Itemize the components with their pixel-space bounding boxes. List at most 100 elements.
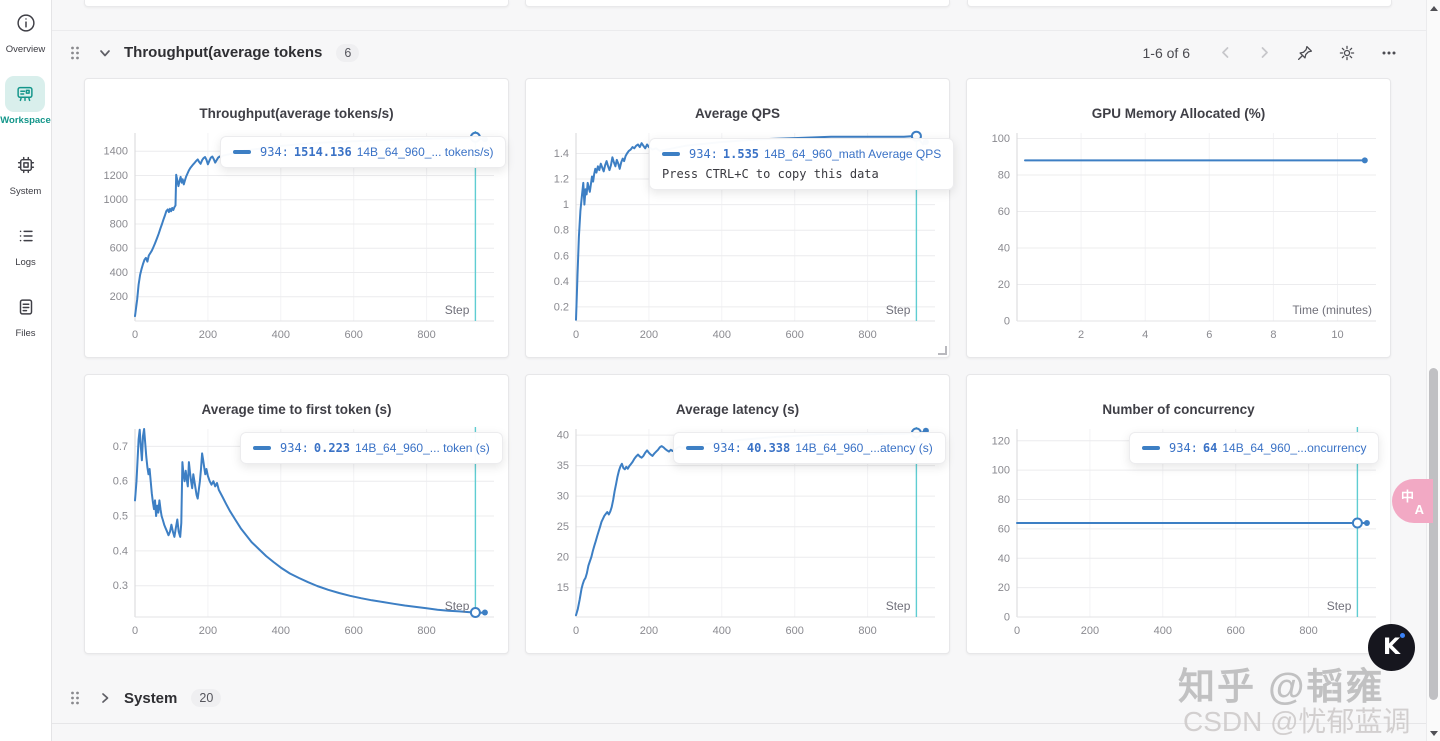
svg-text:400: 400 — [713, 329, 731, 341]
svg-text:0.6: 0.6 — [554, 250, 569, 262]
svg-text:200: 200 — [640, 625, 658, 637]
chart-title: Average time to first token (s) — [201, 402, 392, 417]
svg-text:200: 200 — [110, 291, 128, 303]
scrollbar-thumb[interactable] — [1429, 368, 1438, 700]
svg-text:Step: Step — [445, 303, 470, 317]
svg-text:400: 400 — [110, 267, 128, 279]
info-icon — [6, 5, 46, 41]
svg-text:1: 1 — [563, 199, 569, 211]
svg-text:15: 15 — [557, 582, 569, 594]
pin-icon[interactable] — [1294, 42, 1316, 64]
drag-handle-icon[interactable] — [66, 43, 84, 63]
svg-text:800: 800 — [858, 625, 876, 637]
translate-button[interactable]: 中 A — [1392, 479, 1433, 523]
svg-text:0.8: 0.8 — [554, 225, 569, 237]
page-next-button[interactable] — [1255, 43, 1274, 62]
previous-row-card-edge — [84, 0, 509, 7]
svg-text:400: 400 — [272, 329, 290, 341]
sidebar-item-label: Workspace — [0, 115, 51, 126]
sidebar-item-logs[interactable]: Logs — [6, 218, 46, 268]
line-chart: 0 20 40 60 80 100 2 4 6 8 10 Time (minutes) — [992, 133, 1376, 341]
svg-text:1200: 1200 — [104, 170, 128, 182]
svg-text:600: 600 — [110, 243, 128, 255]
svg-text:Step: Step — [886, 303, 911, 317]
chart-tooltip: 934: 1514.136 14B_64_960_... tokens/s) — [220, 136, 507, 168]
svg-text:4: 4 — [1142, 329, 1148, 341]
divider — [52, 723, 1426, 724]
scroll-down-arrow-icon[interactable] — [1427, 726, 1440, 740]
svg-text:60: 60 — [998, 523, 1010, 535]
sidebar: Overview Workspace System Logs Files — [0, 0, 52, 741]
vertical-scrollbar[interactable] — [1426, 0, 1440, 741]
chart-tooltip: 934: 40.338 14B_64_960_...atency (s) — [673, 432, 946, 464]
svg-text:100: 100 — [992, 133, 1010, 145]
sidebar-item-label: Files — [15, 328, 36, 339]
resize-handle-icon[interactable] — [938, 346, 947, 355]
svg-text:0.5: 0.5 — [113, 511, 128, 523]
svg-text:Step: Step — [1327, 599, 1352, 613]
svg-text:800: 800 — [417, 625, 435, 637]
svg-text:400: 400 — [272, 625, 290, 637]
svg-text:800: 800 — [110, 219, 128, 231]
sidebar-item-files[interactable]: Files — [6, 289, 46, 339]
sidebar-item-label: Overview — [5, 44, 46, 55]
svg-text:200: 200 — [199, 625, 217, 637]
svg-text:1400: 1400 — [104, 146, 128, 158]
scroll-up-arrow-icon[interactable] — [1427, 1, 1440, 15]
chart-title: GPU Memory Allocated (%) — [1091, 106, 1266, 121]
svg-text:60: 60 — [998, 206, 1010, 218]
chart-title: Average latency (s) — [675, 402, 800, 417]
chart-card[interactable]: Number of concurrency 0 20 40 60 80 100 120 0 200… — [966, 374, 1391, 654]
more-options-icon[interactable] — [1378, 42, 1400, 64]
sidebar-item-label: System — [9, 186, 42, 197]
chart-card[interactable]: Average latency (s) 15 20 25 30 35 40 0 200 400 60… — [525, 374, 950, 654]
svg-text:0: 0 — [573, 625, 579, 637]
sidebar-item-workspace[interactable]: Workspace — [0, 76, 51, 126]
chart-card[interactable]: Average time to first token (s) 0.3 0.4 0.5… — [84, 374, 509, 654]
section-count-badge: 20 — [191, 689, 222, 707]
svg-text:800: 800 — [858, 329, 876, 341]
svg-text:600: 600 — [786, 329, 804, 341]
svg-text:40: 40 — [557, 430, 569, 442]
page-prev-button[interactable] — [1216, 43, 1235, 62]
chart-card[interactable]: Average QPS 0.2 0.4 0.6 0.8 1 1.2 1.4 0 200 400 600… — [525, 78, 955, 358]
svg-text:2: 2 — [1078, 329, 1084, 341]
drag-handle-icon[interactable] — [66, 688, 84, 708]
chart-card[interactable]: Throughput(average tokens/s) 200 400 600 800… — [84, 78, 509, 358]
svg-text:10: 10 — [1331, 329, 1343, 341]
svg-text:20: 20 — [998, 582, 1010, 594]
series-dash-icon — [686, 446, 704, 450]
section-count-badge: 6 — [336, 43, 360, 62]
chart-title: Number of concurrency — [1102, 402, 1255, 417]
svg-text:40: 40 — [998, 243, 1010, 255]
chart-card[interactable]: GPU Memory Allocated (%) 0 20 40 60 80 100 2 4 6 8… — [966, 78, 1391, 358]
svg-text:1.2: 1.2 — [554, 174, 569, 186]
collapse-chevron-down-icon[interactable] — [96, 44, 114, 62]
chart-tooltip: 934: 0.223 14B_64_960_... token (s) — [240, 432, 503, 464]
series-dash-icon — [662, 152, 680, 156]
svg-text:600: 600 — [345, 329, 363, 341]
svg-text:20: 20 — [557, 552, 569, 564]
svg-text:Step: Step — [886, 599, 911, 613]
files-icon — [6, 289, 46, 325]
chip-icon — [6, 147, 46, 183]
system-section-header: System 20 — [52, 676, 1426, 720]
svg-text:0.4: 0.4 — [113, 545, 128, 557]
svg-text:600: 600 — [786, 625, 804, 637]
svg-text:25: 25 — [557, 521, 569, 533]
svg-text:0.2: 0.2 — [554, 301, 569, 313]
expand-chevron-right-icon[interactable] — [96, 689, 114, 707]
svg-text:0: 0 — [132, 625, 138, 637]
sidebar-item-overview[interactable]: Overview — [6, 5, 46, 55]
gear-icon[interactable] — [1336, 42, 1358, 64]
svg-text:40: 40 — [998, 553, 1010, 565]
chart-title: Average QPS — [694, 106, 781, 121]
series-dash-icon — [253, 446, 271, 450]
svg-text:800: 800 — [1299, 625, 1317, 637]
sidebar-item-system[interactable]: System — [6, 147, 46, 197]
svg-text:80: 80 — [998, 494, 1010, 506]
k-logo: K — [1368, 624, 1415, 671]
logo-dot — [1400, 633, 1405, 638]
